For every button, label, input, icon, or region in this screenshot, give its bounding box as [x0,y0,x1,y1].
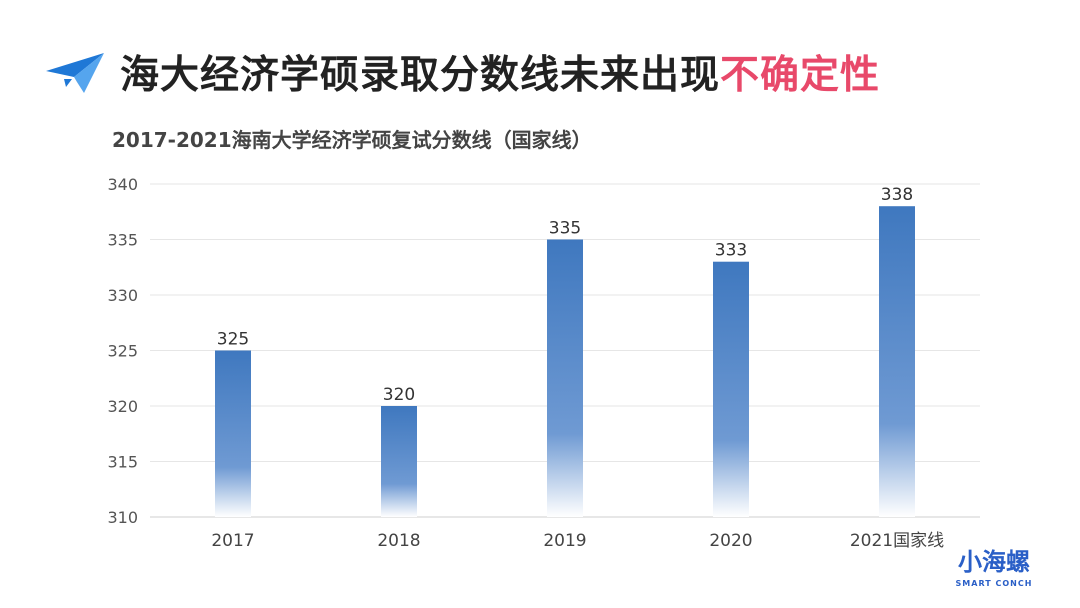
y-tick-label: 330 [107,286,138,305]
data-label: 335 [549,219,581,239]
data-label: 325 [217,330,249,350]
chart-title: 2017-2021海南大学经济学硕复试分数线（国家线） [112,128,592,152]
x-tick-label: 2018 [377,531,420,551]
headline: 海大经济学硕录取分数线未来出现不确定性 [44,44,880,100]
y-tick-label: 310 [107,508,138,527]
x-axis-labels: 2017 2018 2019 2020 2021国家线 [211,531,944,551]
y-tick-label: 315 [107,453,138,472]
y-tick-label: 335 [107,231,138,250]
x-tick-label: 2021国家线 [850,531,944,551]
page-title-accent: 不确定性 [720,53,881,98]
bar [381,406,417,517]
logo-sub-text: SMART CONCH [956,579,1033,588]
bar [215,350,251,517]
data-labels: 325 320 335 333 338 [217,185,913,405]
bars [215,206,915,517]
y-axis-ticks: 310 315 320 325 330 335 340 [107,175,138,527]
y-tick-label: 320 [107,397,138,416]
bar [547,239,583,517]
y-tick-label: 340 [107,175,138,194]
page-title-main: 海大经济学硕录取分数线未来出现 [120,53,721,98]
bar [879,206,915,517]
data-label: 338 [881,185,913,205]
data-label: 320 [383,385,415,405]
data-label: 333 [715,241,747,261]
page-title: 海大经济学硕录取分数线未来出现不确定性 [120,44,880,100]
logo-main-text: 小海螺 [958,548,1030,576]
paper-plane-icon [46,53,104,93]
x-tick-label: 2019 [543,531,586,551]
bar [713,261,749,517]
smart-conch-logo: 小海螺 SMART CONCH [956,548,1033,588]
x-tick-label: 2020 [709,531,752,551]
y-tick-label: 325 [107,342,138,361]
x-tick-label: 2017 [211,531,254,551]
